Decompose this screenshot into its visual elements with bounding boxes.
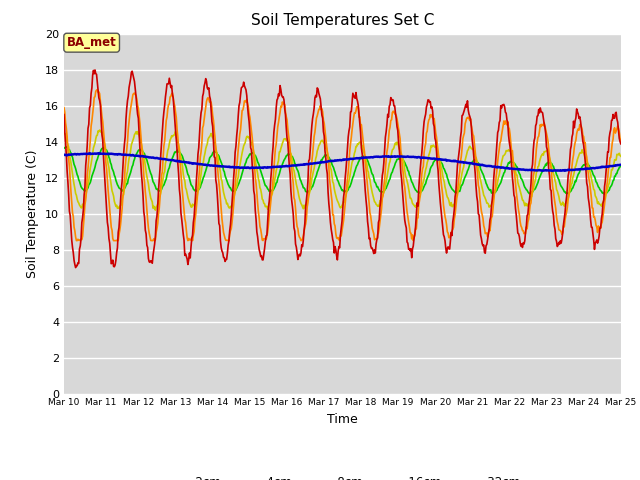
Text: BA_met: BA_met — [67, 36, 116, 49]
Legend: -2cm, -4cm, -8cm, -16cm, -32cm: -2cm, -4cm, -8cm, -16cm, -32cm — [160, 471, 525, 480]
X-axis label: Time: Time — [327, 413, 358, 426]
Title: Soil Temperatures Set C: Soil Temperatures Set C — [251, 13, 434, 28]
Y-axis label: Soil Temperature (C): Soil Temperature (C) — [26, 149, 40, 278]
